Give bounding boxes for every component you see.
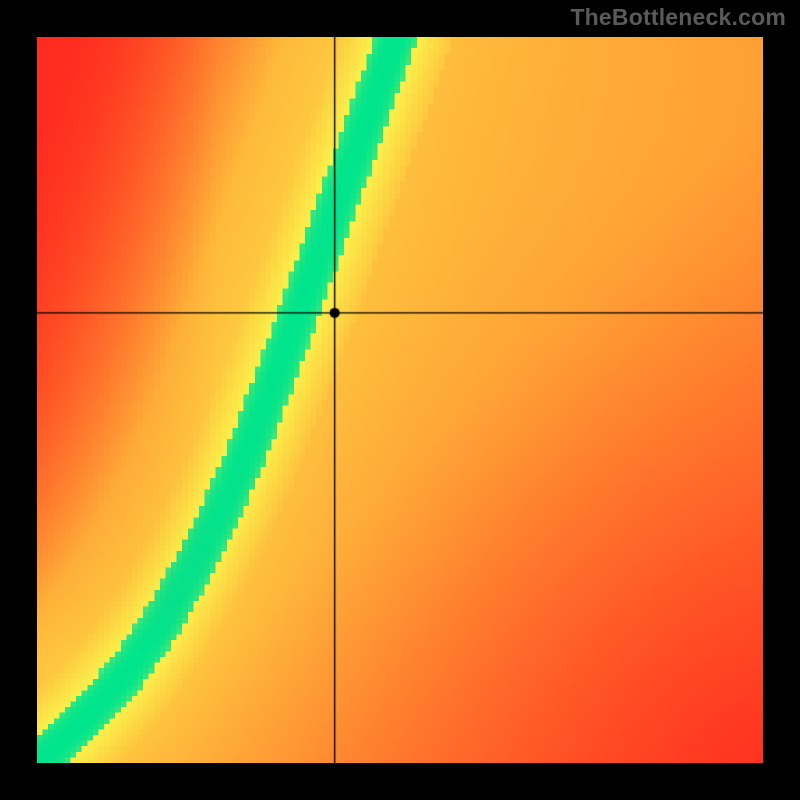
bottleneck-heatmap bbox=[37, 37, 763, 763]
watermark-text: TheBottleneck.com bbox=[570, 4, 786, 31]
chart-container: { "watermark": { "text": "TheBottleneck.… bbox=[0, 0, 800, 800]
